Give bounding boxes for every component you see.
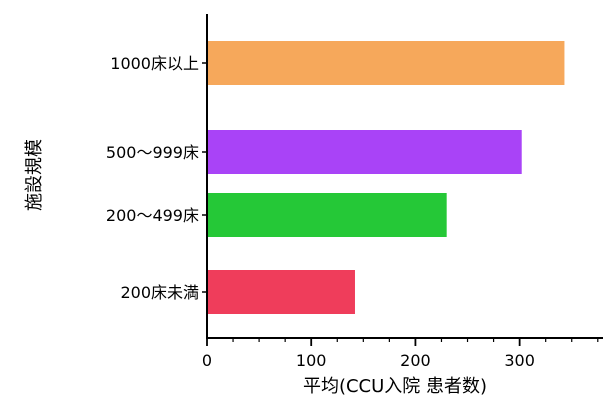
category-label-2: 200〜499床 <box>106 206 199 225</box>
x-axis-title: 平均(CCU入院 患者数) <box>303 376 487 397</box>
x-ticks-group: 0 100 200 300 <box>202 338 599 370</box>
x-tick-label-1: 100 <box>296 351 327 370</box>
category-label-0: 1000床以上 <box>110 54 199 73</box>
x-tick-label-0: 0 <box>202 351 212 370</box>
axes-group <box>206 14 603 339</box>
x-tick-label-2: 200 <box>400 351 431 370</box>
bars-group <box>207 41 565 314</box>
bar-0 <box>207 41 565 85</box>
bar-3 <box>207 270 355 314</box>
category-label-1: 500〜999床 <box>106 143 199 162</box>
category-label-3: 200床未満 <box>120 283 199 302</box>
y-axis-title: 施設規模 <box>24 139 45 211</box>
bar-1 <box>207 130 522 174</box>
bar-2 <box>207 193 447 237</box>
x-tick-label-3: 300 <box>504 351 535 370</box>
y-category-labels: 1000床以上 500〜999床 200〜499床 200床未満 <box>106 54 207 302</box>
